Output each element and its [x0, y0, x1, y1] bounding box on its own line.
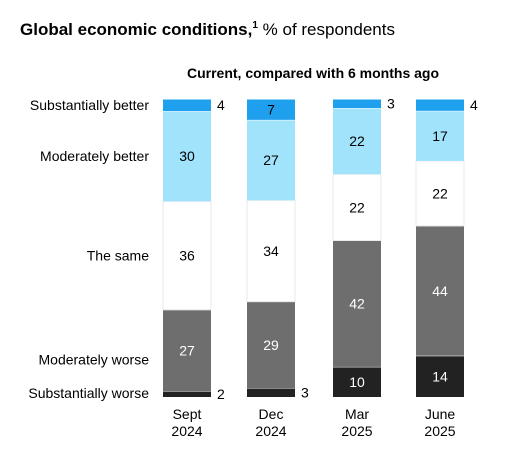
bar-segment-1-3 [333, 366, 381, 397]
data-label: 22 [432, 185, 448, 201]
data-label: 3 [387, 96, 395, 112]
bar-segment-4-4 [416, 110, 464, 161]
data-label: 36 [179, 248, 195, 264]
legend-label-2: Moderately worse [39, 351, 150, 367]
data-label: 4 [470, 97, 478, 113]
x-axis-label-line: 2025 [341, 423, 372, 439]
bar-segment-3-2 [246, 199, 296, 303]
bar-segment-3-1 [162, 200, 212, 311]
data-label: 22 [349, 199, 365, 215]
chart-title-suffix: % of respondents [258, 20, 395, 39]
bar-segment-5-3 [333, 99, 381, 109]
bar-segment-3-4 [415, 160, 465, 227]
x-axis-label-line: June [425, 406, 456, 422]
bar-segment-2-4 [416, 225, 464, 356]
bars-group: 2 27 36 30 4 3 29 34 27 7 10 42 22 22 3 14 44 22 17 4 [162, 96, 478, 402]
chart-title: Global economic conditions,1 % of respon… [20, 20, 395, 39]
bar-segment-5-1 [163, 99, 211, 112]
x-axis-label-line: 2024 [171, 423, 202, 439]
bar-segment-1-4 [416, 355, 464, 397]
data-label: 4 [217, 97, 225, 113]
bar-segment-2-3 [333, 240, 381, 367]
chart-title-main: Global economic conditions, [20, 20, 252, 39]
data-label: 27 [179, 342, 195, 358]
bar-segment-5-2 [247, 99, 295, 120]
data-label: 2 [217, 386, 225, 402]
bar-segment-1-1 [163, 390, 211, 397]
data-label: 17 [432, 128, 448, 144]
x-axis-label-line: Mar [345, 406, 369, 422]
chart-title-footnote: 1 [252, 20, 258, 31]
x-axis-label-2: Dec 2024 [255, 406, 286, 439]
data-label: 3 [301, 385, 309, 401]
bar-segment-3-3 [332, 173, 382, 241]
chart-subtitle: Current, compared with 6 months ago [187, 65, 439, 81]
bar-segment-4-3 [333, 108, 381, 175]
x-axis-label-3: Mar 2025 [341, 406, 372, 439]
bar-segment-4-1 [163, 111, 211, 202]
data-label: 22 [349, 133, 365, 149]
data-label: 42 [349, 296, 365, 312]
data-label: 10 [349, 374, 365, 390]
data-label: 14 [432, 368, 448, 384]
data-label: 7 [267, 101, 275, 117]
data-label: 27 [263, 152, 279, 168]
legend-label-3: The same [87, 248, 149, 264]
data-label: 34 [263, 243, 279, 259]
x-axis-label-line: Sept [173, 406, 202, 422]
bar-segment-2-1 [163, 309, 211, 391]
legend-label-4: Moderately better [40, 148, 149, 164]
data-label: 30 [179, 148, 195, 164]
x-axis-label-4: June 2025 [424, 406, 455, 439]
legend-label-5: Substantially better [30, 97, 149, 113]
x-axis-label-line: Dec [259, 406, 284, 422]
bar-segment-2-2 [247, 301, 295, 389]
bar-segment-1-2 [247, 388, 295, 397]
legend-labels: Substantially worse Moderately worse The s… [28, 97, 149, 401]
legend-label-1: Substantially worse [28, 385, 149, 401]
x-axis-label-1: Sept 2024 [171, 406, 202, 439]
x-axis-label-line: 2025 [424, 423, 455, 439]
bar-segment-4-2 [247, 119, 295, 201]
data-label: 44 [432, 283, 448, 299]
x-axis-label-line: 2024 [255, 423, 286, 439]
bar-segment-5-4 [416, 99, 464, 111]
data-label: 29 [263, 337, 279, 353]
